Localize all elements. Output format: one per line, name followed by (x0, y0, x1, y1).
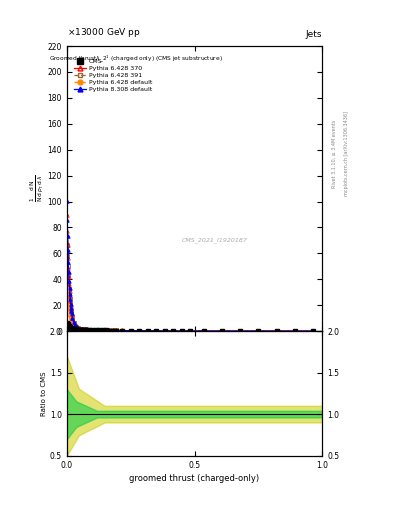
Text: mcplots.cern.ch [arXiv:1306.3436]: mcplots.cern.ch [arXiv:1306.3436] (344, 111, 349, 196)
Text: $\times$13000 GeV pp: $\times$13000 GeV pp (67, 26, 140, 39)
Text: Rivet 3.1.10, ≥ 3.4M events: Rivet 3.1.10, ≥ 3.4M events (332, 119, 337, 188)
X-axis label: groomed thrust (charged-only): groomed thrust (charged-only) (129, 474, 260, 483)
Text: CMS_2021_I1920187: CMS_2021_I1920187 (182, 237, 248, 243)
Text: Jets: Jets (306, 30, 322, 39)
Y-axis label: $\frac{1}{\mathrm{N}}\frac{\mathrm{d}\,\mathrm{N}}{\mathrm{d}\,p_\mathrm{T}\,\ma: $\frac{1}{\mathrm{N}}\frac{\mathrm{d}\,\… (29, 175, 46, 202)
Text: Groomed thrust$\lambda\_2^1$ (charged only) (CMS jet substructure): Groomed thrust$\lambda\_2^1$ (charged on… (49, 53, 223, 64)
Legend: CMS, Pythia 6.428 370, Pythia 6.428 391, Pythia 6.428 default, Pythia 8.308 defa: CMS, Pythia 6.428 370, Pythia 6.428 391,… (72, 58, 153, 93)
Y-axis label: Ratio to CMS: Ratio to CMS (41, 371, 47, 416)
